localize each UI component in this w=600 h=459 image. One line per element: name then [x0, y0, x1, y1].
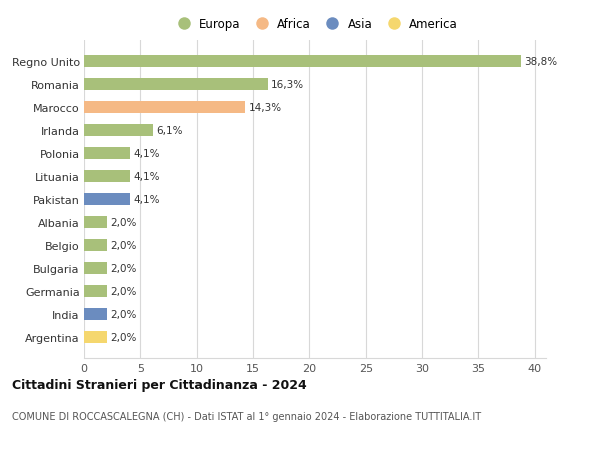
Legend: Europa, Africa, Asia, America: Europa, Africa, Asia, America	[170, 16, 460, 33]
Bar	[84, 78, 268, 91]
Text: Cittadini Stranieri per Cittadinanza - 2024: Cittadini Stranieri per Cittadinanza - 2…	[12, 379, 307, 392]
Bar	[84, 239, 107, 252]
Text: 16,3%: 16,3%	[271, 80, 304, 90]
Text: 14,3%: 14,3%	[248, 103, 281, 113]
Text: 4,1%: 4,1%	[134, 149, 160, 159]
Text: 2,0%: 2,0%	[110, 263, 136, 274]
Bar	[84, 193, 130, 206]
Text: 2,0%: 2,0%	[110, 286, 136, 297]
Text: 4,1%: 4,1%	[134, 195, 160, 205]
Text: 2,0%: 2,0%	[110, 218, 136, 228]
Bar	[84, 170, 130, 183]
Bar	[84, 101, 245, 114]
Bar	[84, 216, 107, 229]
Bar	[84, 56, 521, 68]
Bar	[84, 124, 153, 137]
Bar	[84, 262, 107, 275]
Text: 4,1%: 4,1%	[134, 172, 160, 182]
Text: 38,8%: 38,8%	[524, 57, 558, 67]
Bar	[84, 147, 130, 160]
Bar	[84, 331, 107, 344]
Text: 6,1%: 6,1%	[156, 126, 182, 136]
Text: 2,0%: 2,0%	[110, 332, 136, 342]
Text: COMUNE DI ROCCASCALEGNA (CH) - Dati ISTAT al 1° gennaio 2024 - Elaborazione TUTT: COMUNE DI ROCCASCALEGNA (CH) - Dati ISTA…	[12, 411, 481, 421]
Bar	[84, 285, 107, 298]
Text: 2,0%: 2,0%	[110, 241, 136, 251]
Bar	[84, 308, 107, 321]
Text: 2,0%: 2,0%	[110, 309, 136, 319]
